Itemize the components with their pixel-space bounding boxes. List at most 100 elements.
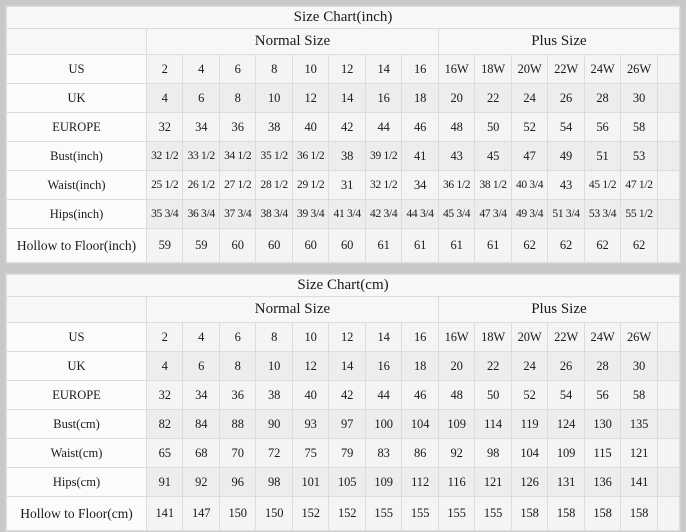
table-cell: 26 [547,351,585,381]
table-cell: 34 1/2 [218,141,257,171]
chart-title-row: Size Chart(inch) [6,6,680,29]
row-label: Waist(inch) [6,170,147,200]
table-cell: 35 3/4 [145,199,184,229]
table-cell: 54 [547,380,585,410]
table-cell: 28 1/2 [255,170,293,200]
table-cell: 52 [510,380,549,410]
row-spacer-cell [656,228,681,263]
table-cell: 101 [291,467,330,497]
table-cell: 45 [474,141,512,171]
table-row: Waist(cm) 65 68 70 72 75 79 83 86 92 98 104 109 115 12… [6,438,681,468]
group-header-blank [6,28,147,55]
table-cell: 115 [583,438,622,468]
table-cell: 18W [474,322,512,352]
row-label: Bust(inch) [6,141,147,171]
table-cell: 62 [510,228,549,263]
table-cell: 104 [510,438,549,468]
table-cell: 6 [218,322,257,352]
table-cell: 42 [328,380,366,410]
table-cell: 136 [583,467,622,497]
table-cell: 38 [328,141,366,171]
table-cell: 4 [182,322,220,352]
table-cell: 62 [583,228,622,263]
table-cell: 109 [547,438,585,468]
table-cell: 36 1/2 [437,170,476,200]
table-cell: 114 [474,409,512,439]
group-header-normal-size: Normal Size [146,296,439,323]
table-cell: 44 [364,380,403,410]
table-cell: 12 [328,54,366,84]
table-cell: 2 [145,54,184,84]
table-cell: 105 [328,467,366,497]
row-label: US [6,322,147,352]
row-spacer-cell [656,83,681,113]
table-cell: 152 [328,496,366,531]
table-cell: 88 [218,409,257,439]
table-cell: 12 [291,351,330,381]
table-cell: 16W [437,322,476,352]
row-label: EUROPE [6,112,147,142]
table-cell: 26W [620,54,658,84]
table-cell: 52 [510,112,549,142]
table-cell: 150 [218,496,257,531]
table-cell: 112 [401,467,439,497]
table-cell: 25 1/2 [145,170,184,200]
table-cell: 24W [583,54,622,84]
table-cell: 119 [510,409,549,439]
table-cell: 14 [364,322,403,352]
chart-title-row: Size Chart(cm) [6,274,680,297]
table-cell: 72 [255,438,293,468]
table-cell: 86 [401,438,439,468]
table-cell: 60 [291,228,330,263]
table-cell: 92 [182,467,220,497]
table-cell: 39 3/4 [291,199,330,229]
table-cell: 46 [401,112,439,142]
table-cell: 61 [437,228,476,263]
table-cell: 152 [291,496,330,531]
table-cell: 100 [364,409,403,439]
table-cell: 96 [218,467,257,497]
table-cell: 10 [291,322,330,352]
table-row: Hips(cm) 91 92 96 98 101 105 109 112 116 121 126 131… [6,467,681,497]
table-cell: 18 [401,351,439,381]
table-cell: 36 3/4 [182,199,220,229]
table-cell: 39 1/2 [364,141,403,171]
table-cell: 43 [437,141,476,171]
table-cell: 42 [328,112,366,142]
table-cell: 10 [255,83,293,113]
table-cell: 124 [547,409,585,439]
row-spacer-cell [656,322,681,352]
table-cell: 24 [510,351,549,381]
table-cell: 61 [364,228,403,263]
table-cell: 38 3/4 [255,199,293,229]
table-cell: 36 [218,112,257,142]
table-cell: 8 [255,322,293,352]
table-cell: 158 [510,496,549,531]
size-chart-cm: Size Chart(cm) Normal Size Plus Size US 2 4 6 8… [5,273,681,532]
table-cell: 6 [182,83,220,113]
table-cell: 16 [364,351,403,381]
chart-title: Size Chart(cm) [6,274,680,297]
table-cell: 49 3/4 [510,199,549,229]
table-cell: 54 [547,112,585,142]
table-cell: 58 [620,112,658,142]
group-header-plus-size: Plus Size [437,28,681,55]
table-cell: 16 [401,54,439,84]
table-row: UK 4 6 8 10 12 14 16 18 20 22 24 26 28 30 [6,351,681,381]
table-cell: 90 [255,409,293,439]
table-cell: 8 [255,54,293,84]
row-spacer-cell [656,199,681,229]
table-row: US 2 4 6 8 10 12 14 16 16W 18W 20W 22W 24W 26W [6,54,681,84]
size-chart-table: Size Chart(inch) Normal Size Plus Size US 2 4… [6,6,681,263]
table-cell: 92 [437,438,476,468]
table-cell: 46 [401,380,439,410]
table-cell: 24 [510,83,549,113]
table-cell: 6 [218,54,257,84]
table-cell: 60 [218,228,257,263]
table-cell: 126 [510,467,549,497]
table-cell: 121 [620,438,658,468]
group-header-row: Normal Size Plus Size [6,28,681,55]
row-spacer-cell [656,409,681,439]
table-cell: 84 [182,409,220,439]
table-cell: 35 1/2 [255,141,293,171]
